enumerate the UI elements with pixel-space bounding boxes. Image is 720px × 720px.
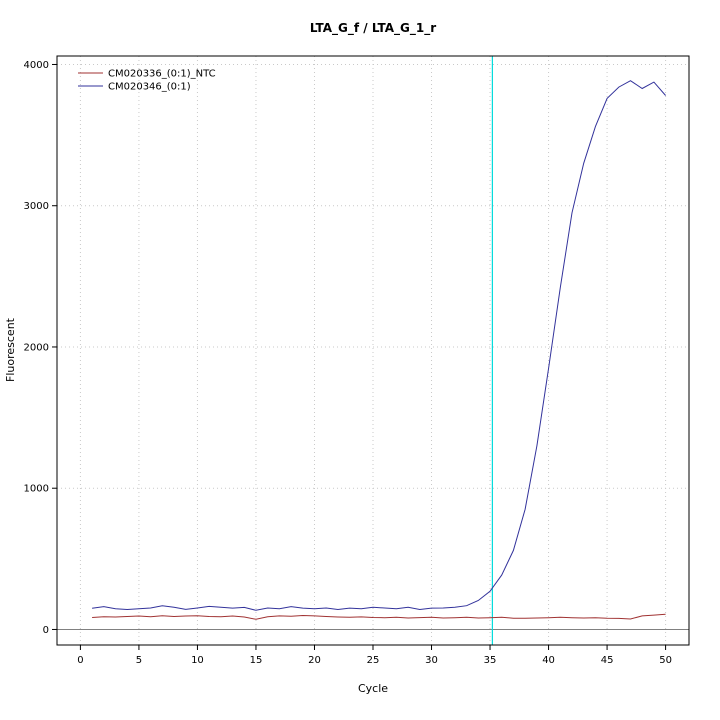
x-tick-label: 35 [484,655,497,666]
x-tick-label: 30 [425,655,438,666]
axis-ticks: 0 5 10 15 20 25 30 35 40 45 50 0 1000 2000 3000 4000 [24,60,672,666]
legend: CM020336_(0:1)_NTC CM020346_(0:1) [78,69,216,93]
x-tick-label: 10 [191,655,204,666]
y-tick-label: 0 [43,625,49,636]
x-tick-label: 5 [136,655,142,666]
grid-lines [57,56,689,645]
x-tick-label: 40 [542,655,555,666]
series-lines [92,80,666,620]
series-line-0 [92,613,666,620]
x-axis-label: Cycle [358,682,388,695]
y-tick-label: 3000 [24,201,49,212]
legend-label-0: CM020336_(0:1)_NTC [108,69,216,80]
x-tick-label: 25 [367,655,380,666]
x-tick-label: 0 [77,655,83,666]
y-tick-label: 2000 [24,342,49,353]
y-axis-label: Fluorescent [4,317,17,382]
y-tick-label: 1000 [24,484,49,495]
chart-title: LTA_G_f / LTA_G_1_r [310,21,436,36]
x-tick-label: 20 [308,655,321,666]
series-line-1 [92,80,666,611]
reference-lines [57,56,689,645]
x-tick-label: 50 [659,655,672,666]
x-tick-label: 45 [601,655,614,666]
x-tick-label: 15 [250,655,263,666]
y-tick-label: 4000 [24,60,49,71]
legend-label-1: CM020346_(0:1) [108,82,191,93]
